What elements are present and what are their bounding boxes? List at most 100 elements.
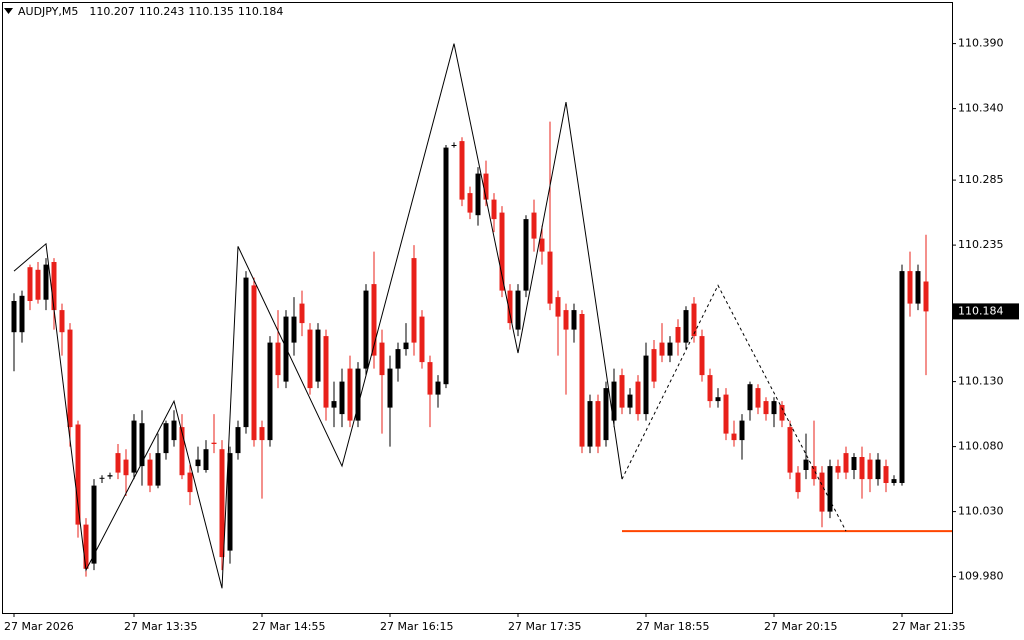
candle-body [467,193,473,213]
candle-body [539,238,545,252]
x-tick-label: 27 Mar 13:35 [124,620,197,633]
x-tick-label: 27 Mar 16:15 [380,620,453,633]
candle-body [587,401,593,447]
chart-header: AUDJPY,M5 110.207 110.243 110.135 110.18… [4,5,283,18]
candle-body [595,401,601,447]
candle-body [123,459,129,476]
candle-body [859,457,865,480]
y-tick-label: 110.390 [958,37,1004,50]
candle-body [107,475,113,477]
candle-body [507,290,513,324]
candle-body [331,401,337,408]
candle-body [43,264,49,300]
x-tick-label: 27 Mar 21:35 [892,620,965,633]
candle-body [147,459,153,486]
candle-body [683,310,689,343]
candle-body [659,342,665,356]
candle-body [779,405,785,421]
candle-body [139,423,145,467]
candle-body [691,303,697,337]
candle-body [651,349,657,382]
candle-body [187,472,193,493]
candle-body [259,427,265,441]
candle-body [635,381,641,415]
y-tick-label: 110.235 [958,238,1004,251]
x-tick-label: 27 Mar 14:55 [252,620,325,633]
x-tick-label: 27 Mar 2026 [4,620,74,633]
candle-body [739,420,745,441]
current-price-label: 110.184 [958,304,1004,317]
candle-body [675,327,681,343]
candle-body [59,310,65,333]
candle-body [891,479,897,483]
candle-body [347,368,353,421]
candle-body [51,262,57,311]
candle-body [27,267,33,301]
candle-body [907,271,913,304]
candle-body [619,375,625,408]
candle-body [747,384,753,411]
candle-body [427,362,433,395]
low-value: 110.135 [188,5,234,18]
candle-body [227,453,233,551]
candle-body [611,381,617,421]
candle-body [755,388,761,408]
candle-body [603,388,609,441]
candle-body [819,472,825,512]
y-tick-label: 109.980 [958,570,1004,583]
candle-body [555,297,561,317]
candle-body [35,269,41,300]
candle-body [787,427,793,473]
candle-body [707,375,713,402]
candle-body [411,258,417,343]
candle-body [235,427,241,454]
x-tick-label: 27 Mar 20:15 [764,620,837,633]
candle-body [915,271,921,304]
candle-body [523,219,529,291]
y-tick-label: 110.340 [958,102,1004,115]
candle-body [195,459,201,467]
symbol: AUDJPY,M5 [18,5,79,18]
candle-body [491,199,497,220]
candle-body [75,424,81,525]
candle-body [843,453,849,473]
candle-body [579,314,585,447]
candle-body [19,295,25,333]
candle-body [171,420,177,441]
candle-body [291,316,297,343]
candle-body [419,316,425,363]
close-value: 110.184 [237,5,284,18]
candle-body [211,442,217,444]
candle-body [219,449,225,558]
candle-body [803,459,809,470]
menu-arrow[interactable] [4,8,13,15]
candle-body [323,336,329,408]
candle-body [835,466,841,473]
zigzag-line [621,284,847,532]
candle-body [115,453,121,473]
x-tick-label: 27 Mar 17:35 [508,620,581,633]
candle-body [451,145,457,146]
candle-body [771,401,777,415]
candle-body [667,342,673,356]
candle-body [827,466,833,512]
y-tick-label: 110.030 [958,505,1004,518]
candle-body [547,251,553,304]
candle-body [643,355,649,415]
candle-body [763,401,769,415]
candle-body [251,285,257,441]
zigzag-line [13,43,623,589]
candle-body [283,316,289,382]
candle-body [851,457,857,470]
plot-frame [2,2,953,614]
candle-body [899,271,905,483]
candle-body [531,212,537,239]
candle-body [923,281,929,312]
candle-body [243,277,249,428]
candle-body [883,466,889,483]
candle-body [571,310,577,330]
open-value: 110.207 [89,5,135,18]
candle-body [163,423,169,454]
